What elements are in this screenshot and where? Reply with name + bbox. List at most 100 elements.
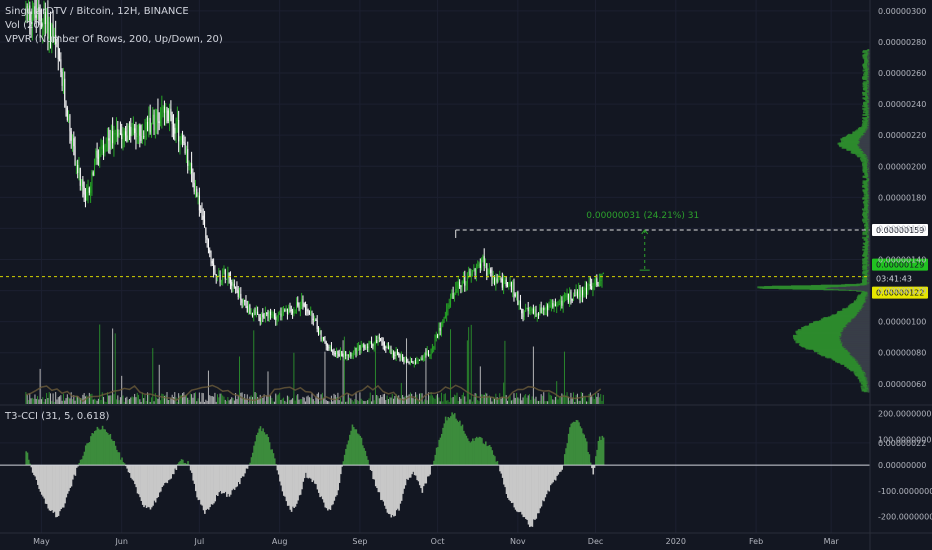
candle-body	[376, 339, 378, 344]
candle-body	[433, 347, 435, 349]
volume-bar	[204, 401, 206, 404]
cci-bar	[481, 438, 483, 466]
vpvr-up-bar	[862, 91, 867, 94]
volume-bar	[127, 399, 129, 404]
cci-bar	[434, 454, 437, 466]
vpvr-up-bar	[860, 293, 867, 296]
candle-body	[337, 350, 339, 354]
candle-body	[495, 278, 497, 285]
volume-bar	[290, 399, 292, 404]
volume-bar	[61, 400, 63, 404]
candle-body	[147, 121, 149, 131]
cci-bar	[136, 465, 139, 494]
cci-bar	[82, 455, 84, 466]
cci-legend[interactable]: T3-CCI (31, 5, 0.618)	[5, 411, 110, 422]
candle-body	[314, 319, 316, 321]
volume-bar	[563, 351, 565, 404]
cci-bar	[42, 465, 44, 497]
cci-bar	[328, 465, 330, 509]
volume-legend[interactable]: Vol (20)	[5, 20, 44, 31]
candle-body	[544, 309, 546, 311]
candle-body	[311, 311, 313, 319]
cci-bar	[567, 433, 570, 466]
cci-bar	[526, 465, 529, 520]
symbol-title[interactable]: SingularDTV / Bitcoin, 12H, BINANCE	[5, 6, 189, 17]
volume-bar	[446, 400, 448, 404]
cci-bar	[237, 465, 240, 483]
vpvr-up-bar	[863, 63, 868, 66]
cci-bar	[455, 418, 457, 466]
cci-bar	[602, 437, 605, 466]
volume-bar	[391, 393, 393, 404]
candle-body	[157, 109, 159, 122]
volume-bar	[174, 392, 176, 404]
volume-bar	[522, 397, 524, 404]
volume-bar	[591, 395, 593, 404]
volume-bar	[122, 395, 124, 404]
volume-bar	[194, 392, 196, 404]
cci-bar	[438, 439, 440, 466]
volume-bar	[149, 401, 151, 404]
candle-body	[87, 187, 89, 193]
volume-bar	[343, 336, 345, 404]
cci-bar	[592, 465, 595, 475]
volume-bar	[529, 394, 531, 404]
vpvr-up-bar	[861, 387, 867, 390]
vpvr-legend[interactable]: VPVR (Number Of Rows, 200, Up/Down, 20)	[5, 34, 223, 45]
cci-bar	[552, 465, 554, 483]
candle-body	[437, 335, 439, 338]
cci-bar	[563, 454, 566, 466]
candle-body	[501, 278, 503, 288]
cci-bar	[561, 465, 563, 470]
cci-bar	[106, 433, 109, 466]
volume-bar	[77, 396, 79, 404]
cci-bar	[535, 465, 538, 519]
cci-bar	[369, 465, 372, 471]
candle-body	[33, 5, 35, 18]
candle-body	[417, 359, 419, 361]
vpvr-up-bar	[862, 242, 868, 245]
volume-bar	[377, 396, 379, 404]
volume-bar	[554, 396, 556, 404]
cci-bar	[31, 465, 34, 473]
cci-bar	[301, 465, 303, 490]
candle-body	[95, 150, 97, 165]
volume-bar	[600, 394, 602, 404]
volume-bar	[488, 395, 490, 404]
candle-body	[175, 119, 177, 134]
volume-bar	[602, 394, 604, 404]
volume-bar	[521, 400, 523, 404]
candle-body	[522, 313, 524, 317]
cci-bar	[235, 465, 237, 488]
volume-bar	[57, 397, 59, 404]
cci-bar	[477, 438, 479, 466]
cci-bar	[417, 465, 420, 482]
candle-body	[312, 318, 314, 320]
candle-body	[378, 337, 380, 339]
cci-bar	[100, 429, 103, 466]
volume-bar	[90, 394, 92, 404]
cci-bar	[299, 465, 302, 495]
cci-bar	[118, 452, 121, 466]
volume-bar	[484, 392, 486, 404]
candle-body	[38, 7, 40, 13]
volume-bar	[362, 400, 363, 404]
candle-body	[457, 282, 459, 289]
volume-bar	[264, 401, 266, 404]
candle-body	[251, 313, 253, 316]
vpvr-up-bar	[862, 51, 867, 54]
candle-body	[478, 263, 480, 266]
candle-body	[412, 361, 414, 364]
cci-bar	[450, 416, 452, 466]
volume-bar	[451, 397, 453, 404]
volume-bar	[380, 395, 382, 404]
candle-body	[233, 283, 235, 287]
volume-bar	[426, 400, 428, 404]
volume-bar	[213, 396, 215, 404]
cci-bar	[395, 465, 398, 511]
cci-bar	[453, 413, 456, 466]
cci-bar	[109, 433, 112, 466]
volume-bar	[358, 401, 360, 404]
cci-bar	[342, 461, 345, 466]
